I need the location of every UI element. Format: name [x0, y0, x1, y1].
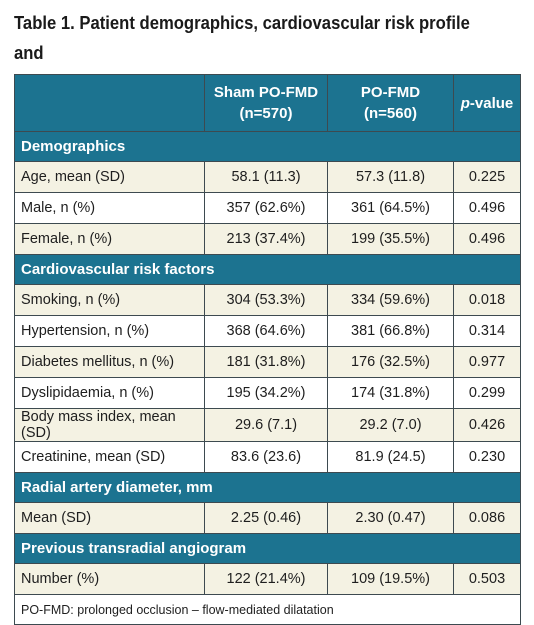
header-pofmd: PO-FMD (n=560) — [327, 74, 454, 132]
header-empty-cell — [14, 74, 205, 132]
cell-sham-pofmd: 2.25 (0.46) — [204, 502, 328, 534]
cell-pofmd: 199 (35.5%) — [327, 223, 454, 255]
cell-pvalue: 0.018 — [453, 284, 521, 316]
cell-pvalue: 0.299 — [453, 377, 521, 409]
row-label: Age, mean (SD) — [14, 161, 205, 193]
header-pvalue-rest: -value — [469, 94, 514, 112]
row-label: Number (%) — [14, 563, 205, 595]
cell-pvalue: 0.503 — [453, 563, 521, 595]
cell-pvalue: 0.314 — [453, 315, 521, 347]
table-row: Dyslipidaemia, n (%) 195 (34.2%) 174 (31.8… — [14, 377, 521, 409]
cell-pvalue: 0.977 — [453, 346, 521, 378]
cell-sham-pofmd: 357 (62.6%) — [204, 192, 328, 224]
cell-pvalue: 0.230 — [453, 441, 521, 473]
footnote-row: PO-FMD: prolonged occlusion – flow-media… — [14, 594, 521, 625]
cell-pvalue: 0.496 — [453, 223, 521, 255]
cell-pofmd: 29.2 (7.0) — [327, 408, 454, 442]
section-header-row: Previous transradial angiogram — [14, 533, 521, 564]
header-pofmd-n: (n=560) — [364, 105, 417, 122]
header-pvalue: p-value — [453, 74, 521, 132]
cell-pofmd: 2.30 (0.47) — [327, 502, 454, 534]
table-row: Age, mean (SD) 58.1 (11.3) 57.3 (11.8) 0.22… — [14, 161, 521, 193]
cell-sham-pofmd: 122 (21.4%) — [204, 563, 328, 595]
section-title: Previous transradial angiogram — [14, 533, 521, 564]
cell-sham-pofmd: 181 (31.8%) — [204, 346, 328, 378]
header-pvalue-p: p — [460, 94, 470, 112]
section-header-row: Cardiovascular risk factors — [14, 254, 521, 285]
cell-pofmd: 109 (19.5%) — [327, 563, 454, 595]
cell-pofmd: 381 (66.8%) — [327, 315, 454, 347]
cell-pofmd: 361 (64.5%) — [327, 192, 454, 224]
table-row: Smoking, n (%) 304 (53.3%) 334 (59.6%) 0.01… — [14, 284, 521, 316]
row-label: Dyslipidaemia, n (%) — [14, 377, 205, 409]
cell-pvalue: 0.426 — [453, 408, 521, 442]
cell-pvalue: 0.496 — [453, 192, 521, 224]
row-label: Smoking, n (%) — [14, 284, 205, 316]
cell-pofmd: 81.9 (24.5) — [327, 441, 454, 473]
section-title: Demographics — [14, 131, 521, 162]
table-row: Mean (SD) 2.25 (0.46) 2.30 (0.47) 0.086 — [14, 502, 521, 534]
table-row: Number (%) 122 (21.4%) 109 (19.5%) 0.503 — [14, 563, 521, 595]
cell-pvalue: 0.225 — [453, 161, 521, 193]
row-label: Female, n (%) — [14, 223, 205, 255]
table-row: Female, n (%) 213 (37.4%) 199 (35.5%) 0.496 — [14, 223, 521, 255]
header-pofmd-label: PO-FMD — [360, 84, 421, 101]
cell-sham-pofmd: 213 (37.4%) — [204, 223, 328, 255]
row-label: Male, n (%) — [14, 192, 205, 224]
cell-sham-pofmd: 368 (64.6%) — [204, 315, 328, 347]
header-sham-n: (n=570) — [239, 105, 293, 122]
section-title: Radial artery diameter, mm — [14, 472, 521, 503]
row-label: Creatinine, mean (SD) — [14, 441, 205, 473]
header-row: Sham PO-FMD (n=570) PO-FMD (n=560) p-val… — [14, 74, 521, 132]
cell-pvalue: 0.086 — [453, 502, 521, 534]
row-label: Diabetes mellitus, n (%) — [14, 346, 205, 378]
table-row: Creatinine, mean (SD) 83.6 (23.6) 81.9 (24… — [14, 441, 521, 473]
table-row: Body mass index, mean (SD) 29.6 (7.1) 29.2… — [14, 408, 521, 442]
caption-line-1: Table 1. Patient demographics, cardiovas… — [14, 12, 470, 63]
cell-pofmd: 174 (31.8%) — [327, 377, 454, 409]
section-title: Cardiovascular risk factors — [14, 254, 521, 285]
cell-sham-pofmd: 304 (53.3%) — [204, 284, 328, 316]
section-header-row: Demographics — [14, 131, 521, 162]
cell-sham-pofmd: 83.6 (23.6) — [204, 441, 328, 473]
cell-sham-pofmd: 29.6 (7.1) — [204, 408, 328, 442]
cell-pofmd: 334 (59.6%) — [327, 284, 454, 316]
section-header-row: Radial artery diameter, mm — [14, 472, 521, 503]
row-label: Mean (SD) — [14, 502, 205, 534]
cell-pofmd: 57.3 (11.8) — [327, 161, 454, 193]
table-row: Male, n (%) 357 (62.6%) 361 (64.5%) 0.496 — [14, 192, 521, 224]
row-label: Hypertension, n (%) — [14, 315, 205, 347]
cell-sham-pofmd: 58.1 (11.3) — [204, 161, 328, 193]
table-row: Diabetes mellitus, n (%) 181 (31.8%) 176 (… — [14, 346, 521, 378]
demographics-table: Sham PO-FMD (n=570) PO-FMD (n=560) p-val… — [14, 74, 521, 625]
footnote: PO-FMD: prolonged occlusion – flow-media… — [14, 594, 521, 625]
header-sham-pofmd: Sham PO-FMD (n=570) — [204, 74, 328, 132]
row-label: Body mass index, mean (SD) — [14, 408, 205, 442]
header-sham-label: Sham PO-FMD — [213, 84, 319, 101]
table-row: Hypertension, n (%) 368 (64.6%) 381 (66.8%… — [14, 315, 521, 347]
cell-pofmd: 176 (32.5%) — [327, 346, 454, 378]
cell-sham-pofmd: 195 (34.2%) — [204, 377, 328, 409]
